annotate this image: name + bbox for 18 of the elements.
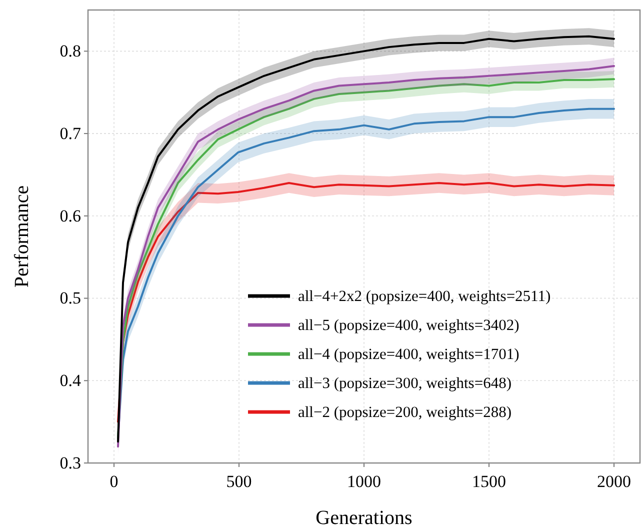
legend-label: all−4 (popsize=400, weights=1701) bbox=[298, 346, 520, 363]
legend-label: all−4+2x2 (popsize=400, weights=2511) bbox=[298, 288, 551, 305]
x-tick-label: 1000 bbox=[347, 472, 381, 491]
x-axis-title: Generations bbox=[316, 507, 413, 529]
y-tick-label: 0.8 bbox=[60, 42, 81, 61]
legend-label: all−3 (popsize=300, weights=648) bbox=[298, 375, 512, 392]
x-tick-label: 1500 bbox=[472, 472, 506, 491]
legend-label: all−5 (popsize=400, weights=3402) bbox=[298, 317, 520, 334]
x-tick-label: 2000 bbox=[597, 472, 631, 491]
y-tick-label: 0.5 bbox=[60, 288, 81, 308]
x-tick-label: 500 bbox=[226, 472, 252, 491]
y-tick-label: 0.6 bbox=[60, 206, 81, 226]
y-tick-label: 0.7 bbox=[60, 124, 82, 143]
legend-label: all−2 (popsize=200, weights=288) bbox=[298, 404, 512, 421]
y-tick-label: 0.3 bbox=[60, 453, 81, 472]
y-axis-title: Performance bbox=[11, 185, 33, 288]
x-tick-label: 0 bbox=[110, 472, 118, 491]
y-tick-label: 0.4 bbox=[60, 371, 82, 390]
